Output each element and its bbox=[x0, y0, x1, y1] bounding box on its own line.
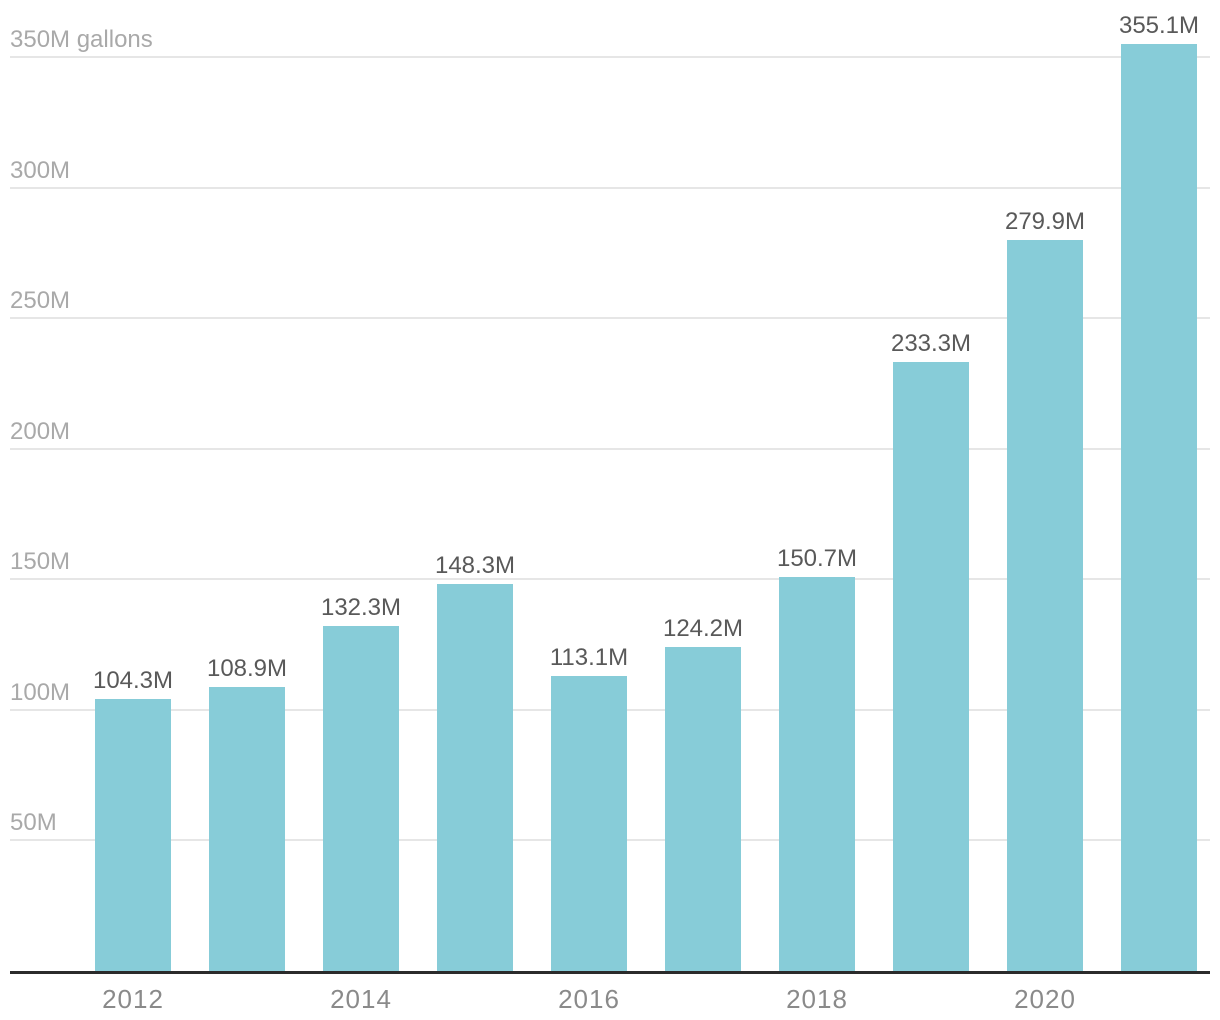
x-tick-label-2020: 2020 bbox=[1014, 984, 1076, 1014]
x-tick-label-2018: 2018 bbox=[786, 984, 848, 1014]
bar-2020 bbox=[1007, 240, 1083, 971]
bar-2013 bbox=[209, 687, 285, 971]
x-tick-label-2014: 2014 bbox=[330, 984, 392, 1014]
bar-value-label-2014: 132.3M bbox=[320, 594, 402, 621]
bar-2021 bbox=[1121, 44, 1197, 971]
y-tick-label-150M: 150M bbox=[10, 548, 71, 575]
bar-value-label-2012: 104.3M bbox=[92, 667, 174, 694]
gridline-300M bbox=[10, 187, 1210, 189]
y-tick-label-50M: 50M bbox=[10, 809, 57, 836]
bar-2019 bbox=[893, 362, 969, 971]
x-tick-label-2012: 2012 bbox=[102, 984, 164, 1014]
x-tick-label-2016: 2016 bbox=[558, 984, 620, 1014]
gridline-350M bbox=[10, 56, 1210, 58]
bar-value-label-2015: 148.3M bbox=[434, 552, 516, 579]
bar-value-label-2019: 233.3M bbox=[890, 330, 972, 357]
bar-value-label-2016: 113.1M bbox=[549, 644, 629, 671]
bar-2012 bbox=[95, 699, 171, 971]
bar-value-label-2018: 150.7M bbox=[776, 545, 858, 572]
y-tick-label-100M: 100M bbox=[10, 679, 71, 706]
x-axis-line bbox=[10, 971, 1210, 974]
bar-value-label-2013: 108.9M bbox=[206, 655, 288, 682]
bar-2015 bbox=[437, 584, 513, 971]
bar-2016 bbox=[551, 676, 627, 971]
y-tick-label-250M: 250M bbox=[10, 287, 71, 314]
gridline-250M bbox=[10, 317, 1210, 319]
y-tick-label-350M: 350M gallons bbox=[10, 26, 153, 53]
bar-2018 bbox=[779, 577, 855, 971]
gridline-200M bbox=[10, 448, 1210, 450]
bar-2017 bbox=[665, 647, 741, 971]
bar-2014 bbox=[323, 626, 399, 971]
bar-value-label-2020: 279.9M bbox=[1004, 208, 1086, 235]
bar-value-label-2021: 355.1M bbox=[1118, 12, 1200, 39]
gridline-150M bbox=[10, 578, 1210, 580]
y-tick-label-200M: 200M bbox=[10, 418, 71, 445]
y-tick-label-300M: 300M bbox=[10, 157, 71, 184]
bar-value-label-2017: 124.2M bbox=[662, 615, 744, 642]
